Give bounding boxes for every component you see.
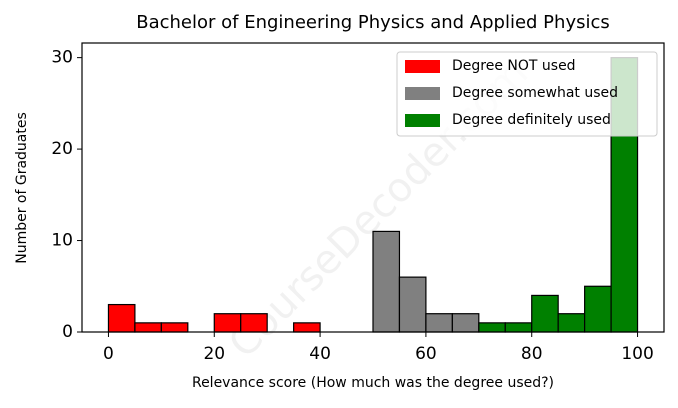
bar — [107, 303, 136, 333]
plot-frame — [81, 42, 665, 333]
bar — [425, 313, 453, 333]
bar — [293, 322, 321, 333]
y-tick-label: 30 — [51, 48, 73, 68]
bar — [398, 276, 427, 333]
x-tick-label: 80 — [521, 344, 543, 364]
legend-swatch — [405, 60, 440, 73]
bar — [372, 230, 401, 333]
legend-box — [396, 51, 658, 137]
x-tick-label: 20 — [203, 344, 225, 364]
legend-label: Degree somewhat used — [452, 85, 618, 101]
bar — [531, 294, 559, 333]
bar — [240, 313, 268, 333]
bar — [478, 322, 506, 333]
bar — [134, 322, 162, 333]
x-tick-label: 60 — [415, 344, 437, 364]
y-tick-label: 0 — [62, 322, 73, 342]
x-tick-label: 0 — [103, 344, 114, 364]
bar — [504, 322, 533, 333]
bar — [213, 313, 242, 333]
legend-label: Degree definitely used — [452, 112, 611, 128]
legend-swatch — [405, 87, 440, 100]
bar — [160, 322, 189, 333]
chart-title: Bachelor of Engineering Physics and Appl… — [136, 12, 610, 33]
bar — [584, 285, 612, 333]
x-tick-label: 100 — [621, 344, 653, 364]
bar — [557, 313, 586, 333]
bar — [451, 313, 480, 333]
x-axis-label: Relevance score (How much was the degree… — [192, 375, 554, 391]
x-tick-label: 40 — [309, 344, 331, 364]
legend-swatch — [405, 114, 440, 127]
y-tick-label: 20 — [51, 139, 73, 159]
legend-label: Degree NOT used — [452, 58, 576, 74]
y-tick-label: 10 — [51, 231, 73, 251]
y-axis-label: Number of Graduates — [14, 112, 30, 264]
